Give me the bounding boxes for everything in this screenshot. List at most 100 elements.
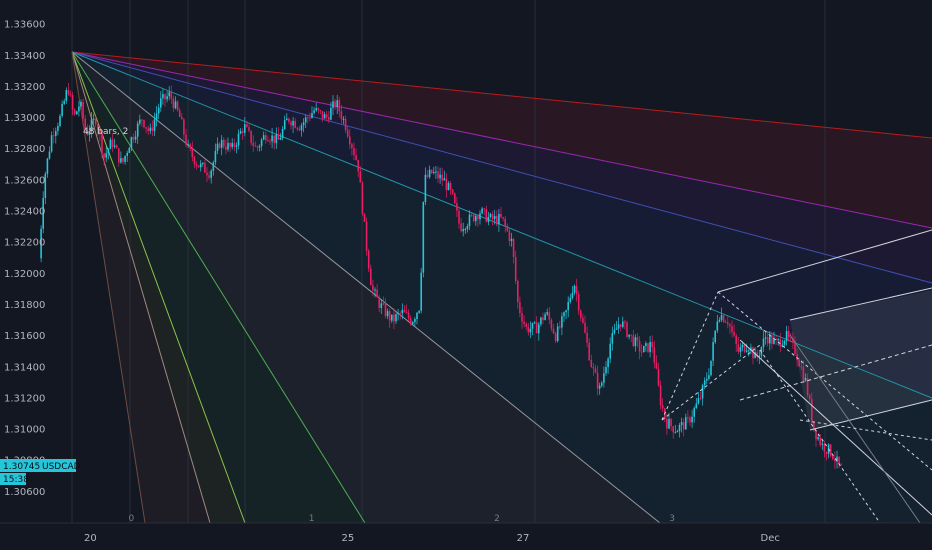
candle-body [160,98,162,108]
candle-body [101,134,103,154]
candle-body [586,332,588,343]
candle-body [655,362,658,369]
candle-body [517,281,519,303]
candle-body [617,324,620,329]
candle-body [260,139,263,147]
price-tick-label: 1.33400 [4,51,45,62]
candle-body [710,360,712,376]
candle-body [128,147,131,153]
candle-body [407,312,410,319]
candle-body [378,297,380,309]
candle-body [311,112,313,118]
candle-body [622,321,624,327]
candle-body [361,182,364,214]
candle-body [754,352,756,359]
candle-body [183,119,185,135]
candle-body [388,311,391,321]
candle-body [552,328,555,334]
candle-body [231,143,233,147]
candle-body [65,90,68,102]
candle-body [573,285,576,293]
candle-body [544,314,546,321]
candle-body [569,297,572,302]
time-axis[interactable]: 202527Dec491116182325302020 [84,533,932,544]
candle-body [403,309,406,313]
candle-body [430,169,433,174]
candle-body [815,430,817,440]
candle-body [817,437,819,440]
candle-body [351,144,353,149]
candle-body [697,398,700,404]
candle-body [197,165,200,168]
candle-body [220,139,223,148]
candle-body [157,107,160,114]
candlestick-series [38,82,842,469]
candle-body [773,338,775,344]
candle-body [609,343,611,359]
candle-body [124,155,126,162]
candle-body [712,342,714,361]
candle-body [575,285,578,295]
candle-body [218,143,221,148]
candle-body [787,330,790,338]
candle-body [454,193,456,204]
candle-body [235,145,238,147]
candle-body [790,337,792,339]
candle-body [781,344,784,347]
vertical-line-numbers: 01235813 [128,514,674,524]
candle-body [437,171,439,179]
candle-body [323,114,326,119]
candle-body [733,331,735,336]
candle-body [647,343,649,352]
candle-body [227,142,229,150]
candle-body [139,119,141,124]
candle-body [78,106,80,112]
price-axis-background [0,0,40,523]
price-tick-label: 1.32600 [4,175,45,186]
candle-body [277,134,280,140]
fan-fill-teal [72,52,932,523]
channel-line [759,349,881,524]
candle-body [90,119,93,132]
candle-body [737,344,740,352]
candle-body [397,313,399,315]
candle-body [758,355,761,357]
candle-body [185,134,187,145]
candle-body [262,135,265,140]
candle-body [267,140,269,142]
candle-body [594,368,597,373]
candle-body [764,337,767,339]
candle-body [580,310,582,318]
candle-body [59,115,61,127]
price-tag-box [0,459,76,472]
candle-body [44,173,47,199]
candle-body [313,110,315,113]
candle-body [634,337,637,347]
candle-body [470,214,473,216]
candle-body [689,417,691,423]
candle-body [206,172,208,176]
candle-body [657,368,660,386]
candle-body [806,377,809,396]
candle-body [321,111,324,119]
candle-body [619,324,622,327]
candle-body [504,218,506,226]
candle-body [84,118,86,131]
candle-body [176,101,179,111]
candle-body [149,127,152,131]
candle-body [582,317,584,323]
vertical-line-number: 1 [309,514,315,524]
candle-body [145,127,147,129]
candle-body [483,208,485,210]
candle-body [122,158,124,162]
candle-body [189,144,191,149]
candle-body [743,344,746,352]
candle-body [659,385,662,406]
candle-body [468,214,471,227]
candle-body [52,135,55,137]
candle-body [445,178,448,191]
channel-line [739,339,932,516]
candle-body [838,456,840,465]
candle-body [496,216,498,225]
